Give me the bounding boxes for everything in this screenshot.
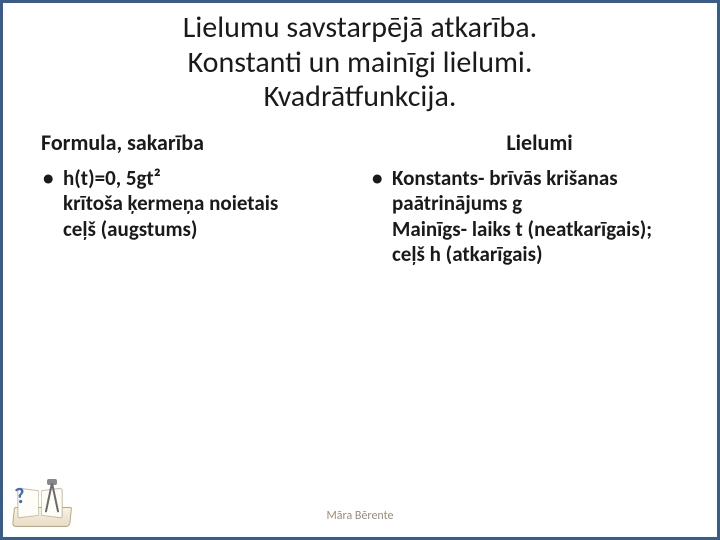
left-bullet-1-line1: h(t)=0, 5gt² <box>63 165 161 191</box>
left-bullet-1-line3: ceļš (augstums) <box>63 216 197 242</box>
left-bullet-1-line2: krītoša ķermeņa noietais <box>63 190 278 216</box>
right-column: Lielumi Konstants- brīvās krišanas paātr… <box>360 129 689 268</box>
right-bullet-1: Konstants- brīvās krišanas paātrinājums … <box>370 166 679 268</box>
left-bullets: h(t)=0, 5gt² krītoša ķermeņa noietais ce… <box>41 166 350 243</box>
left-bullet-1: h(t)=0, 5gt² krītoša ķermeņa noietais ce… <box>41 166 350 243</box>
question-mark-icon: ? <box>13 481 28 509</box>
title-line-2: Konstanti un mainīgi lielumi. <box>43 46 677 81</box>
slide: Lielumu savstarpējā atkarība. Konstanti … <box>0 0 720 540</box>
compass-icon <box>47 479 65 513</box>
left-column: Formula, sakarība h(t)=0, 5gt² krītoša ķ… <box>31 129 360 268</box>
left-heading: Formula, sakarība <box>41 129 350 156</box>
right-bullet-1-line4: ceļš h (atkarīgais) <box>392 241 543 267</box>
title-line-3: Kvadrātfunkcija. <box>43 80 677 115</box>
right-bullet-1-line3: Mainīgs- laiks t (neatkarīgais); <box>392 216 652 242</box>
content-columns: Formula, sakarība h(t)=0, 5gt² krītoša ķ… <box>3 123 717 268</box>
right-bullets: Konstants- brīvās krišanas paātrinājums … <box>370 166 679 268</box>
compass-hinge <box>47 479 57 485</box>
slide-title: Lielumu savstarpējā atkarība. Konstanti … <box>3 3 717 123</box>
footer-author: Māra Bērente <box>3 509 717 523</box>
book-compass-icon: ? <box>13 471 75 527</box>
right-heading: Lielumi <box>400 129 679 156</box>
title-line-1: Lielumu savstarpējā atkarība. <box>43 11 677 46</box>
right-bullet-1-line1: Konstants- brīvās krišanas <box>392 165 618 191</box>
right-bullet-1-line2: paātrinājums g <box>392 190 522 216</box>
